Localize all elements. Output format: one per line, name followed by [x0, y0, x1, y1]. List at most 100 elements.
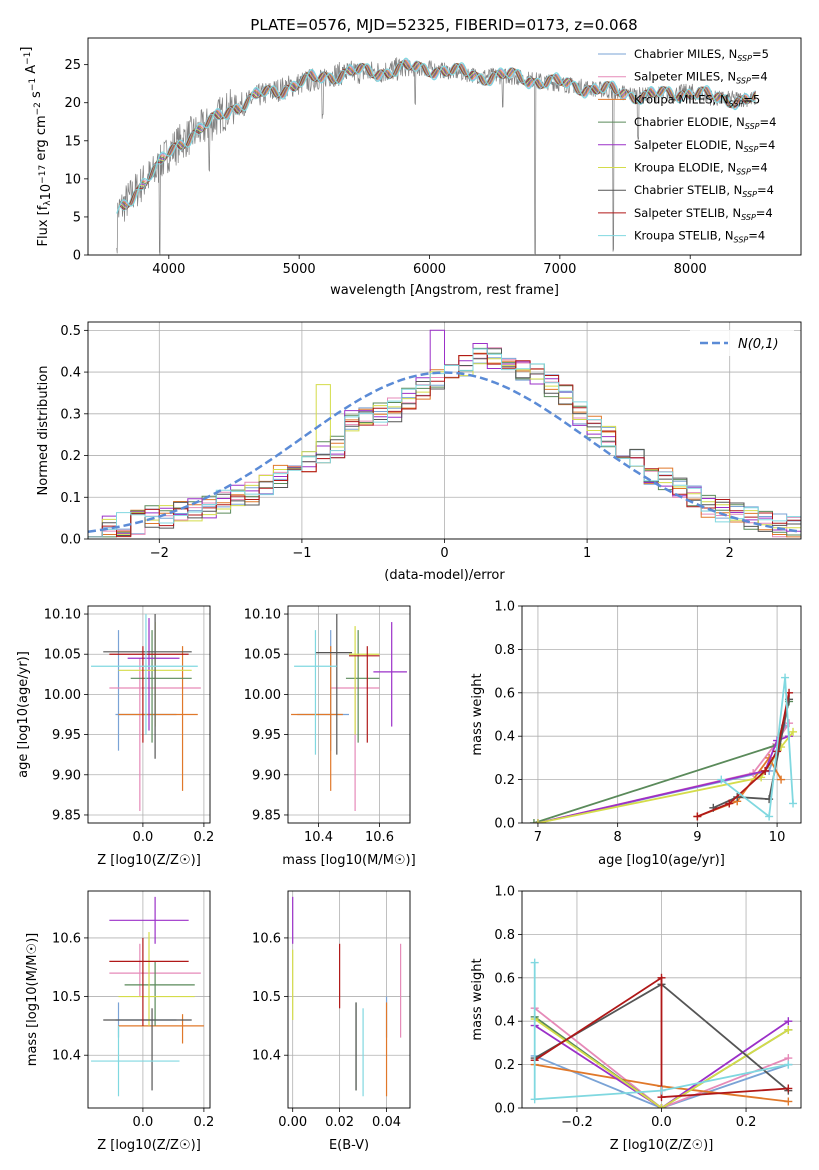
x-tick-label: 10.6 — [365, 830, 394, 845]
plot-area-age_vs_Z — [88, 606, 210, 823]
x-axis-label: Z [log10(Z/Z☉)] — [610, 1138, 714, 1153]
axes-border — [521, 890, 802, 1109]
plot-area-residual_histogram — [88, 322, 801, 539]
y-tick-label: 0.8 — [494, 643, 515, 658]
legend-label: Salpeter ELODIE, NSSP=4 — [634, 138, 775, 154]
x-tick-label: 0.04 — [372, 1115, 401, 1130]
y-tick-label: 0.4 — [60, 366, 81, 381]
x-tick-label: 0.00 — [278, 1115, 307, 1130]
legend-gaussian: N(0,1) — [690, 330, 794, 356]
x-axis-label: Z [log10(Z/Z☉)] — [97, 1138, 201, 1153]
y-tick-label: 0.2 — [60, 449, 81, 464]
y-axis-label: age [log10(age/yr)] — [16, 651, 31, 778]
x-axis-label: E(B-V) — [329, 1138, 369, 1153]
mass-weight-line — [534, 1007, 789, 1108]
y-tick-label: 10.00 — [244, 688, 281, 703]
y-tick-label: 9.85 — [52, 808, 81, 823]
panel-age_vs_Z: 0.0 0.2 9.85 9.90 9.95 10.00 10.05 10.10 Z [log1… — [16, 605, 214, 868]
y-tick-label: 9.90 — [252, 768, 281, 783]
x-tick-label: −2 — [150, 546, 169, 561]
mass-weight-line — [533, 962, 789, 1101]
x-tick-label: 8 — [614, 830, 622, 845]
x-tick-label: 6000 — [413, 262, 446, 277]
axes-border — [87, 321, 802, 540]
x-axis-label: wavelength [Angstrom, rest frame] — [330, 283, 559, 298]
mass-weight-line — [534, 1020, 789, 1108]
y-tick-label: 0.2 — [494, 1058, 515, 1073]
x-tick-label: 0.02 — [325, 1115, 354, 1130]
axes-frame-mass_vs_Z: 0.0 0.2 10.4 10.5 10.6 — [52, 931, 214, 1130]
legend-label: Salpeter STELIB, NSSP=4 — [634, 206, 773, 222]
mass-weight-line — [534, 976, 789, 1099]
axes-frame-age_vs_mass: 10.4 10.6 9.85 9.90 9.95 10.00 10.05 10.10 — [244, 608, 394, 845]
legend-spectrum: Chabrier MILES, NSSP=5 Salpeter MILES, NS… — [598, 47, 776, 245]
figure-title: PLATE=0576, MJD=52325, FIBERID=0173, z=0… — [250, 16, 637, 34]
y-tick-label: 10 — [64, 172, 81, 187]
x-tick-label: 0.2 — [736, 1115, 757, 1130]
x-tick-label: 0.2 — [194, 1115, 215, 1130]
panel-mass_weight_vs_age: 7 8 9 10 0.0 0.2 0.4 0.6 0.8 1.0 age [log10(age/yr… — [470, 600, 802, 868]
y-tick-label: 10.4 — [52, 1049, 81, 1064]
y-tick-label: 0.6 — [494, 686, 515, 701]
plot-area-age_vs_mass — [288, 606, 410, 823]
legend-label: N(0,1) — [738, 337, 779, 352]
panel-mass_weight_vs_Z: −0.2 0.0 0.2 0.0 0.2 0.4 0.6 0.8 1.0 Z [log10(Z/Z… — [470, 885, 802, 1153]
plot-area-mass_vs_ebv — [288, 891, 410, 1108]
y-tick-label: 10.6 — [252, 931, 281, 946]
legend-label: Salpeter MILES, NSSP=4 — [634, 70, 768, 86]
x-tick-label: 9 — [693, 830, 701, 845]
mass-weight-line — [712, 699, 790, 809]
y-tick-label: 0.4 — [494, 1015, 515, 1030]
mass-weight-line — [720, 677, 794, 819]
x-tick-label: 7000 — [543, 262, 576, 277]
model-spectrum — [118, 59, 756, 208]
x-tick-label: 0.2 — [194, 830, 215, 845]
y-tick-label: 0.4 — [494, 730, 515, 745]
axes-frame-mass_vs_ebv: 0.00 0.02 0.04 10.4 10.5 10.6 — [252, 931, 401, 1130]
x-tick-label: −0.2 — [561, 1115, 593, 1130]
plot-area-mass_weight_vs_Z — [522, 891, 801, 1108]
y-tick-label: 9.85 — [252, 808, 281, 823]
x-tick-label: 0.0 — [651, 1115, 672, 1130]
model-spectrum — [119, 60, 756, 209]
y-tick-label: 20 — [64, 96, 81, 111]
axes-frame-age_vs_Z: 0.0 0.2 9.85 9.90 9.95 10.00 10.05 10.10 — [44, 608, 214, 845]
y-tick-label: 10.4 — [252, 1049, 281, 1064]
panel-residual_histogram: −2 −1 0 1 2 0.0 0.1 0.2 0.3 0.4 0.5 N(0,1) (data-mod… — [36, 321, 802, 583]
axes-border — [521, 605, 802, 824]
mass-weight-line — [534, 1055, 789, 1108]
y-tick-label: 0.5 — [60, 324, 81, 339]
y-tick-label: 9.95 — [52, 728, 81, 743]
legend-label: Chabrier STELIB, NSSP=4 — [634, 183, 774, 199]
y-tick-label: 10.05 — [244, 648, 281, 663]
x-tick-label: 8000 — [674, 262, 707, 277]
y-tick-label: 10.10 — [244, 608, 281, 623]
y-tick-label: 5 — [73, 210, 81, 225]
gaussian-reference — [88, 371, 801, 533]
axes-border — [87, 890, 211, 1109]
y-tick-label: 9.95 — [252, 728, 281, 743]
x-tick-label: 4000 — [152, 262, 185, 277]
y-tick-label: 10.05 — [44, 648, 81, 663]
x-axis-label: (data-model)/error — [384, 568, 505, 583]
y-tick-label: 0.3 — [60, 407, 81, 422]
y-tick-label: 0.0 — [60, 533, 81, 548]
axes-border — [87, 605, 211, 824]
axes-border — [287, 605, 411, 824]
y-tick-label: 10.5 — [252, 990, 281, 1005]
x-axis-label: Z [log10(Z/Z☉)] — [97, 853, 201, 868]
model-spectrum-top — [116, 57, 756, 214]
y-axis-label: mass [log10(M/M☉)] — [25, 933, 40, 1066]
legend-label: Kroupa STELIB, NSSP=4 — [634, 229, 765, 245]
x-tick-label: 5000 — [283, 262, 316, 277]
y-axis-label: mass weight — [470, 958, 485, 1040]
y-tick-label: 0.1 — [60, 491, 81, 506]
y-tick-label: 10.5 — [52, 990, 81, 1005]
x-tick-label: −1 — [292, 546, 311, 561]
legend-label: Chabrier MILES, NSSP=5 — [634, 47, 769, 63]
axes-border — [287, 890, 411, 1109]
y-tick-label: 0.6 — [494, 971, 515, 986]
axes-frame-mass_weight_vs_Z: −0.2 0.0 0.2 0.0 0.2 0.4 0.6 0.8 1.0 — [494, 885, 756, 1131]
y-tick-label: 1.0 — [494, 885, 515, 900]
y-axis-label: mass weight — [470, 673, 485, 755]
